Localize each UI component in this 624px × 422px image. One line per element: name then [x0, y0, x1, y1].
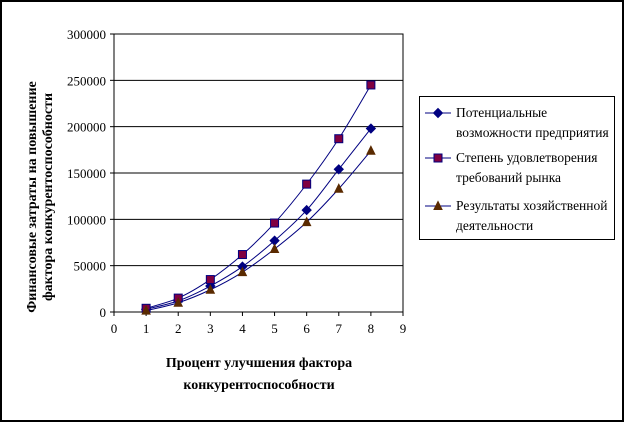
legend-label-line: возможности предприятия	[456, 125, 609, 140]
x-tick-label: 8	[368, 321, 375, 336]
y-tick-label: 150000	[67, 166, 106, 181]
y-tick-label: 200000	[67, 120, 106, 135]
legend-label-line: деятельности	[456, 218, 534, 233]
series-line	[145, 150, 372, 312]
data-point-triangle	[237, 266, 248, 277]
y-axis-title: Финансовые затраты на повышениефактора к…	[25, 81, 56, 313]
data-point-triangle	[433, 200, 443, 210]
legend: Потенциальные возможности предприятия Степ…	[419, 96, 615, 240]
y-tick-label: 250000	[67, 73, 106, 88]
legend-label: Потенциальные возможности предприятия	[456, 103, 614, 143]
series-2	[141, 80, 376, 313]
axes: 0 50000 100000 150000 200000 250000 300000 0 1 2 3…	[67, 27, 406, 336]
data-point-diamond	[301, 204, 312, 216]
y-tick-label: 100000	[67, 212, 106, 227]
x-tick-label: 5	[271, 321, 278, 336]
data-point-diamond	[432, 107, 444, 119]
legend-label-line: Потенциальные	[456, 105, 548, 120]
data-point-triangle	[205, 284, 216, 294]
y-tick-label: 300000	[67, 27, 106, 42]
data-point-triangle	[301, 216, 312, 227]
series-line	[145, 84, 372, 309]
data-point-square	[334, 134, 344, 144]
x-tick-label: 3	[207, 321, 214, 336]
data-point-triangle	[269, 243, 280, 253]
data-point-square	[366, 80, 376, 90]
x-axis-title-line: конкурентоспособности	[183, 378, 334, 393]
legend-label-line: Результаты хозяйственной	[456, 198, 608, 213]
x-tick-label: 0	[111, 321, 118, 336]
x-tick-label: 6	[303, 321, 310, 336]
y-tick-label: 0	[100, 305, 107, 320]
data-point-square	[433, 153, 443, 163]
legend-key	[425, 200, 451, 210]
y-tick-label: 50000	[74, 259, 107, 274]
data-point-triangle	[333, 183, 344, 193]
data-point-diamond	[333, 164, 344, 175]
y-axis-title-line: Финансовые затраты на повышение	[25, 81, 40, 313]
x-axis-title-line: Процент улучшения фактора	[166, 356, 352, 371]
series-layer	[140, 80, 377, 315]
plot-area-border	[113, 33, 404, 313]
y-axis-title-line: фактора конкурентоспособности	[41, 93, 56, 301]
x-tick-label: 9	[400, 321, 407, 336]
legend-label-line: требований рынка	[456, 170, 562, 185]
legend-label: Результаты хозяйственной деятельности	[456, 196, 614, 236]
x-axis-title: Процент улучшения фактора конкурентоспосо…	[166, 356, 352, 393]
x-tick-label: 2	[175, 321, 182, 336]
series-3	[141, 145, 376, 315]
x-tick-label: 1	[143, 321, 150, 336]
data-point-square	[237, 250, 247, 260]
x-tick-label: 7	[336, 321, 343, 336]
legend-label: Степень удовлетворения требований рынка	[456, 148, 614, 188]
data-point-square	[270, 218, 280, 228]
data-point-triangle	[141, 304, 151, 315]
data-point-triangle	[366, 145, 376, 155]
axis-labels: Процент улучшения фактора конкурентоспосо…	[25, 81, 352, 393]
data-point-diamond	[365, 123, 377, 134]
gridlines	[114, 33, 403, 267]
data-point-triangle	[173, 297, 184, 307]
legend-key	[425, 153, 451, 163]
legend-key	[425, 107, 451, 119]
data-point-square	[205, 275, 215, 285]
data-point-square	[302, 179, 312, 189]
legend-label-line: Степень удовлетворения	[456, 150, 598, 165]
x-tick-label: 4	[239, 321, 246, 336]
